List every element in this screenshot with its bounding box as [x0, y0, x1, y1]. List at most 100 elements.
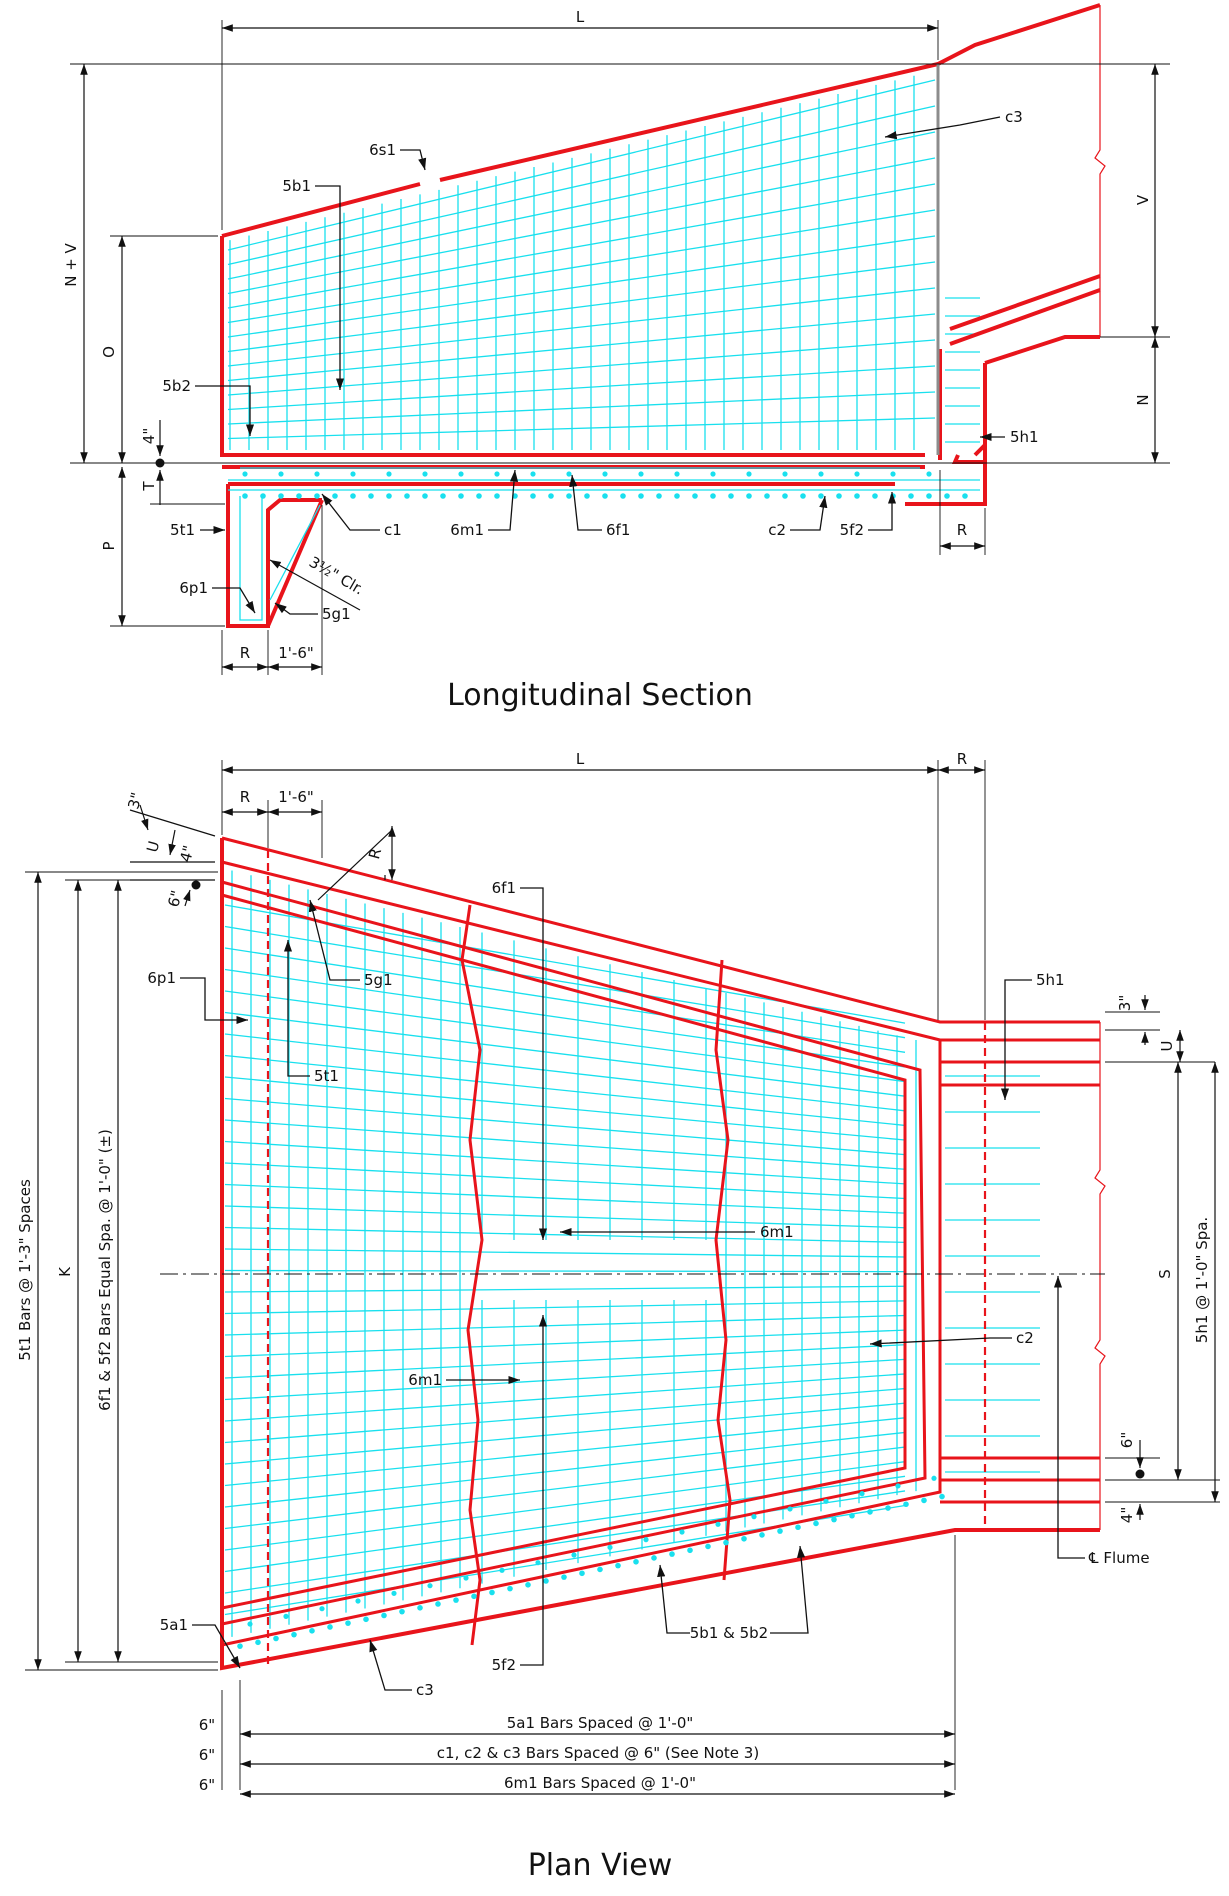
- slab-dot: [296, 493, 302, 499]
- plan-transverse-bar: [224, 925, 906, 1039]
- plan-dot: [741, 1535, 747, 1542]
- slab-dot-top: [350, 471, 356, 477]
- dim-R-bottom: R: [240, 644, 250, 662]
- plan-dot: [813, 1520, 819, 1527]
- plan-dot-2: [715, 1521, 721, 1527]
- slab-dot: [800, 493, 806, 499]
- plan-dot: [543, 1578, 549, 1584]
- plan-dot: [435, 1601, 441, 1607]
- slab-dot: [260, 493, 266, 499]
- plan-dot: [507, 1585, 513, 1592]
- wall-top-right: [439, 62, 939, 182]
- label-5t1: 5t1: [170, 521, 195, 539]
- plan-dot-2: [319, 1606, 325, 1612]
- dim-N: N: [1134, 394, 1152, 405]
- plan-dim-m1-spacing: 6m1 Bars Spaced @ 1'-0": [504, 1774, 696, 1792]
- plan-dim-R-skew: R: [365, 846, 385, 861]
- plan-transverse-bar: [224, 1402, 906, 1465]
- plan-transverse-bar: [224, 1373, 906, 1422]
- plan-dim-K: K: [56, 1266, 74, 1277]
- plan-dot: [291, 1631, 297, 1638]
- plan-dim-R-top: R: [957, 750, 967, 768]
- slab-dot: [584, 493, 590, 499]
- plan-dim-3in-left: 3": [124, 790, 146, 811]
- plan-dim-3in-right: 3": [1116, 995, 1134, 1011]
- plan-dim-1-6: 1'-6": [278, 788, 314, 806]
- slab-dot: [278, 493, 284, 499]
- slab-dot-top: [854, 471, 860, 477]
- plan-dot: [309, 1628, 315, 1634]
- slab-dot: [620, 493, 626, 499]
- slab-dot-top: [278, 471, 284, 477]
- slab-dot: [530, 493, 536, 499]
- plan-label-6p1: 6p1: [147, 969, 176, 987]
- slab-dot: [764, 493, 770, 499]
- plan-dot: [885, 1505, 891, 1511]
- dim-P: P: [100, 541, 118, 550]
- plan-transverse-bar: [224, 1431, 906, 1508]
- plan-label-flume: ℄ Flume: [1088, 1549, 1150, 1567]
- horizontal-bar: [227, 183, 936, 309]
- plan-dot: [633, 1558, 639, 1565]
- slab-dot-top: [386, 471, 392, 477]
- plan-dim-f-spaces: 6f1 & 5f2 Bars Equal Spa. @ 1'-0" (±): [96, 1129, 114, 1411]
- plan-label-5f2: 5f2: [492, 1656, 516, 1674]
- horizontal-bar: [227, 209, 936, 324]
- slab-dot-top: [242, 471, 248, 477]
- slab-dot: [782, 493, 788, 499]
- slab-dot: [944, 493, 950, 499]
- slab-dot: [242, 493, 248, 499]
- plan-dot: [597, 1566, 603, 1573]
- slab-dot: [710, 493, 716, 499]
- plan-dot: [759, 1532, 765, 1538]
- plan-dot: [669, 1551, 675, 1557]
- slab-dot: [440, 493, 446, 499]
- plan-dim-6in-right: 6": [1118, 1432, 1136, 1448]
- plan-dim-a1-spacing: 5a1 Bars Spaced @ 1'-0": [507, 1714, 694, 1732]
- label-c2: c2: [768, 521, 786, 539]
- slab-dot-top: [710, 471, 716, 477]
- dim-4in: 4": [140, 428, 158, 444]
- horizontal-bar: [227, 157, 936, 295]
- plan-dot: [489, 1589, 495, 1596]
- plan-dot-2: [643, 1537, 649, 1543]
- step-top: [984, 335, 1100, 365]
- slab-dot-top: [926, 471, 932, 477]
- plan-dot: [939, 1493, 945, 1500]
- slab-dot: [350, 493, 356, 499]
- plan-dot-2: [463, 1575, 469, 1581]
- slab-bottom-right: [905, 440, 987, 506]
- plan-outer-outline: [220, 838, 1100, 1671]
- plan-dot: [363, 1616, 369, 1623]
- plan-dot: [579, 1570, 585, 1577]
- plan-dot: [345, 1620, 351, 1626]
- plan-dot: [705, 1543, 711, 1550]
- plan-top-wall-outer: [221, 836, 1100, 1024]
- plan-dot-2: [571, 1552, 577, 1558]
- horizontal-bar: [227, 339, 936, 396]
- title-longitudinal-section: Longitudinal Section: [447, 678, 753, 713]
- slab-dot-top: [602, 471, 608, 477]
- slab-dot: [548, 493, 554, 499]
- slab-dot: [404, 493, 410, 499]
- label-c1: c1: [384, 521, 402, 539]
- title-plan-view: Plan View: [528, 1848, 673, 1883]
- wall-top-left: [221, 182, 421, 238]
- plan-dim-4in-left: 4": [176, 843, 198, 864]
- plan-dot-2: [787, 1506, 793, 1512]
- plan-dim-U-left: U: [143, 839, 163, 854]
- plan-transverse-bar: [224, 1183, 906, 1214]
- plan-dot: [777, 1528, 783, 1534]
- horizontal-bar: [227, 79, 936, 251]
- plan-dot: [237, 1643, 243, 1649]
- slab-dot-top: [494, 471, 500, 477]
- plan-dot: [381, 1612, 387, 1619]
- plan-label-5h1: 5h1: [1036, 971, 1065, 989]
- horizontal-bar: [227, 287, 936, 367]
- label-6m1: 6m1: [450, 521, 484, 539]
- slab-dot: [962, 493, 968, 499]
- plan-dim-6in-left: 6": [164, 888, 186, 909]
- plan-dim-4in-right: 4": [1118, 1507, 1136, 1523]
- section-labels: 6s1 5b1 5b2 c3 5h1 5t1 c1 6m1 6f1 c2 5f2…: [162, 108, 1038, 623]
- plan-dot-2: [247, 1621, 253, 1627]
